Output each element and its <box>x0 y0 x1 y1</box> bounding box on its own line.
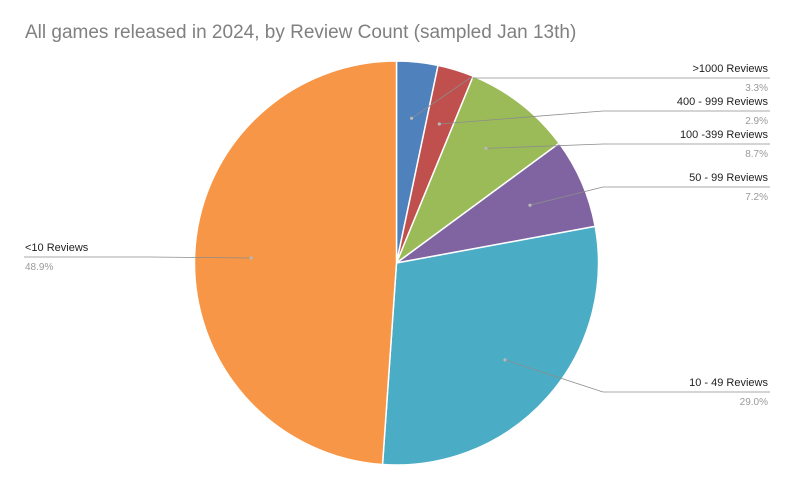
leader-dot-1000-reviews <box>410 116 414 120</box>
slice-label-10-49-reviews: 10 - 49 Reviews <box>689 377 768 389</box>
leader-dot-10-reviews <box>249 256 253 260</box>
chart-title: All games released in 2024, by Review Co… <box>25 22 577 43</box>
slice-label-50-99-reviews: 50 - 99 Reviews <box>689 172 768 184</box>
slice-label-100-399-reviews: 100 -399 Reviews <box>680 129 769 141</box>
pie-slices <box>193 60 600 466</box>
leader-lines <box>24 77 770 393</box>
slice-percent-100-399-reviews: 8.7% <box>745 149 768 160</box>
leader-line-10-49-reviews <box>504 359 770 393</box>
slice-label-400-999-reviews: 400 - 999 Reviews <box>677 96 769 108</box>
leader-line-100-399-reviews <box>485 143 770 149</box>
leader-line-10-reviews <box>24 256 252 259</box>
slice-label-10-reviews: <10 Reviews <box>25 242 89 254</box>
slice-percent-50-99-reviews: 7.2% <box>745 192 768 203</box>
leader-line-1000-reviews <box>411 77 770 119</box>
slice-percent-400-999-reviews: 2.9% <box>745 116 768 127</box>
pie-slice-10-reviews <box>193 60 398 466</box>
leader-dot-10-49-reviews <box>503 358 507 362</box>
slice-percent-10-49-reviews: 29.0% <box>740 397 768 408</box>
leader-dot-400-999-reviews <box>437 122 441 126</box>
leader-line-400-999-reviews <box>439 110 770 125</box>
leader-dot-50-99-reviews <box>528 203 532 207</box>
slice-label-1000-reviews: >1000 Reviews <box>692 63 768 75</box>
leader-line-50-99-reviews <box>529 186 770 206</box>
slice-percent-10-reviews: 48.9% <box>25 262 53 273</box>
pie-slice-10-49-reviews <box>381 225 600 466</box>
leader-dot-100-399-reviews <box>484 146 488 150</box>
slice-percent-1000-reviews: 3.3% <box>745 83 768 94</box>
slice-labels: >1000 Reviews 3.3% 400 - 999 Reviews 2.9% 10… <box>25 63 768 408</box>
